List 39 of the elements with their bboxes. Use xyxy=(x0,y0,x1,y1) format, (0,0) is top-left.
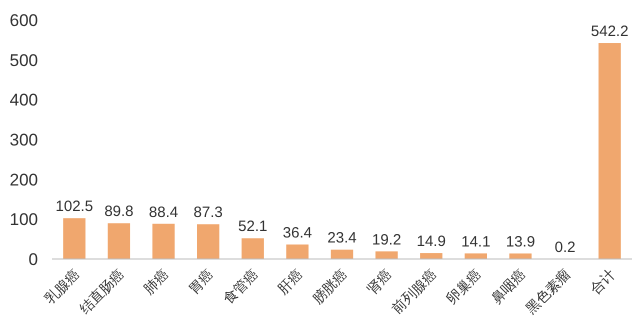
y-tick-label: 500 xyxy=(10,50,38,70)
y-tick-label: 300 xyxy=(10,130,38,150)
data-label: 89.8 xyxy=(104,203,134,220)
x-tick-label: 食管癌 xyxy=(220,266,261,307)
bar xyxy=(375,251,398,259)
y-tick-label: 0 xyxy=(28,250,38,269)
x-tick-label: 卵巢癌 xyxy=(442,266,484,307)
bar xyxy=(420,253,442,259)
y-tick-label: 600 xyxy=(10,11,38,30)
data-label: 36.4 xyxy=(282,224,312,242)
y-tick-label: 400 xyxy=(10,90,38,110)
data-label: 52.1 xyxy=(238,218,268,236)
bar xyxy=(598,43,621,259)
data-label: 0.2 xyxy=(554,238,576,256)
bar xyxy=(108,223,130,259)
data-label: 102.5 xyxy=(56,198,94,216)
x-tick-label: 膀胱癌 xyxy=(309,266,350,307)
bar xyxy=(197,224,220,259)
data-label: 14.9 xyxy=(416,233,446,250)
data-label: 542.2 xyxy=(590,23,628,40)
y-tick-label: 100 xyxy=(10,210,38,230)
x-tick-label: 合计 xyxy=(586,266,618,297)
bar xyxy=(152,224,175,259)
y-tick-label: 200 xyxy=(10,170,38,190)
data-label: 23.4 xyxy=(327,230,357,247)
bar xyxy=(330,250,354,259)
data-label: 19.2 xyxy=(372,231,402,248)
bar xyxy=(286,244,309,259)
data-label: 88.4 xyxy=(148,204,178,221)
x-tick-label: 肺癌 xyxy=(140,266,172,297)
x-tick-label: 肾癌 xyxy=(364,266,395,297)
data-label: 87.3 xyxy=(194,204,223,222)
data-label: 14.1 xyxy=(461,233,490,250)
data-label: 13.9 xyxy=(506,233,536,250)
bar xyxy=(63,218,86,259)
x-tick-label: 肝癌 xyxy=(274,266,306,297)
bar xyxy=(464,253,487,259)
x-tick-label: 胃癌 xyxy=(185,266,216,297)
bar xyxy=(242,238,264,259)
